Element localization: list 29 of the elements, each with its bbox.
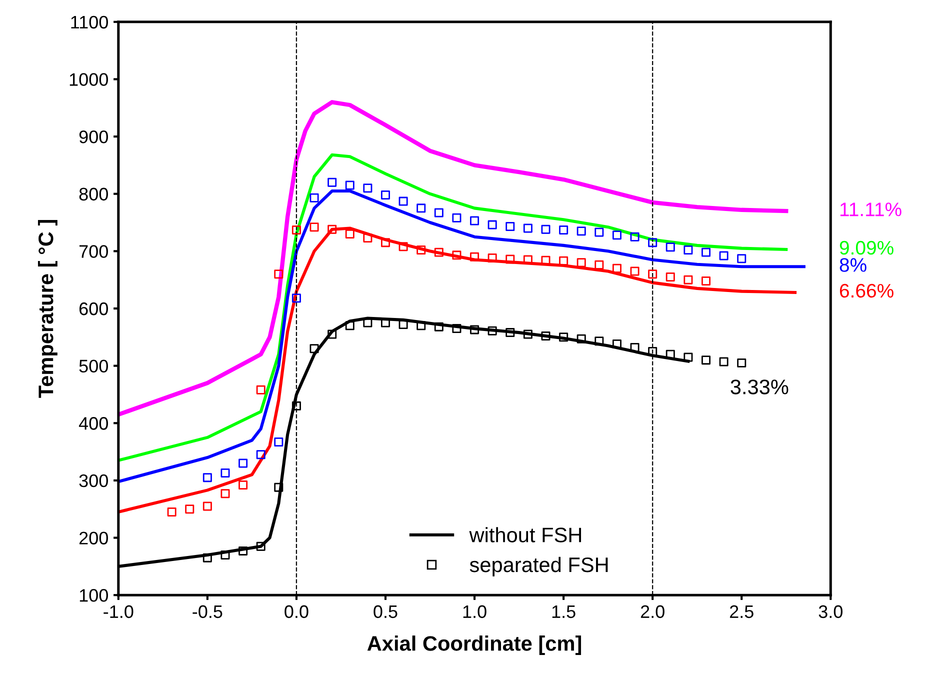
y-tick-label: 600	[79, 302, 108, 316]
series-label: 8%	[840, 258, 866, 272]
x-tick-label: 1.5	[552, 605, 576, 618]
annotation: 3.33%	[730, 380, 788, 394]
y-tick-label: 400	[78, 417, 108, 430]
y-tick-label: 900	[79, 130, 108, 144]
y-tick-label: 1100	[71, 16, 108, 29]
text: 6.66%	[840, 284, 894, 298]
y-tick-label: 200	[79, 532, 108, 544]
x-tick-label: 0.5	[374, 605, 398, 618]
y-tick-label: 1000	[70, 73, 108, 86]
x-axis-title: Axial Coordinate [cm]	[367, 636, 582, 655]
y-tick-label: 800	[79, 188, 108, 201]
x-tick-label: 3.0	[818, 605, 842, 618]
x-tick-label: 0.0	[284, 605, 308, 618]
y-axis-title: Temperature [ °C ]	[38, 220, 58, 398]
y-tick-label: 500	[79, 360, 108, 373]
text: 11.11%	[840, 202, 902, 216]
x-tick-label: 2.5	[730, 605, 754, 618]
x-tick-label: 1.0	[463, 605, 486, 618]
text: 9.09%	[840, 240, 894, 255]
y-tick-label: 100	[80, 589, 108, 602]
y-tick-label: 700	[79, 245, 108, 258]
y-tick-label: 300	[79, 474, 108, 488]
legend-label: separated FSH	[470, 556, 608, 576]
x-tick-label: 2.0	[640, 605, 664, 618]
x-tick-label: -0.5	[192, 605, 222, 618]
x-tick-label: -1.0	[104, 605, 134, 618]
legend-label: without FSH	[469, 527, 582, 542]
